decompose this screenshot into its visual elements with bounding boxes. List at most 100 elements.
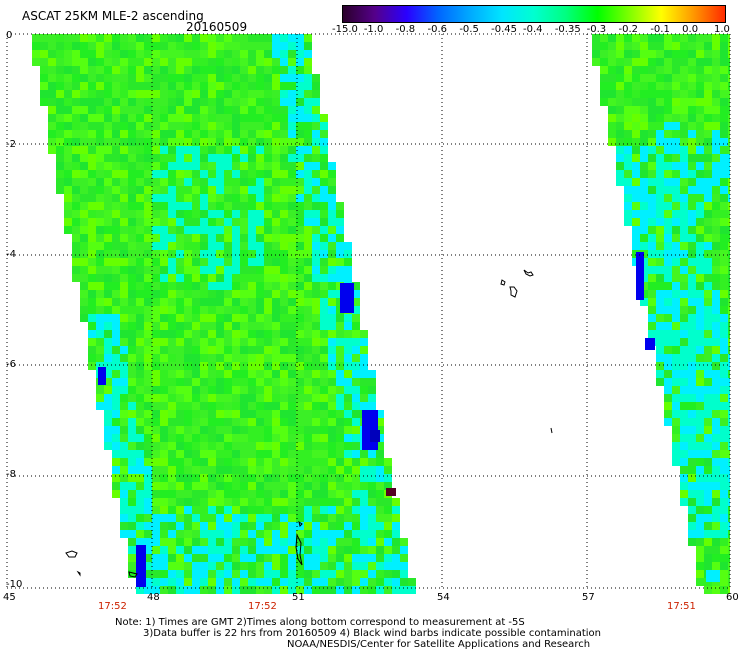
swath-cell <box>208 458 216 466</box>
swath-cell <box>168 138 176 146</box>
swath-cell <box>704 458 712 466</box>
swath-cell <box>240 562 248 570</box>
swath-cell <box>648 66 656 74</box>
swath-cell <box>72 122 80 130</box>
swath-cell <box>728 338 730 346</box>
swath-cell <box>168 370 176 378</box>
swath-cell <box>200 210 208 218</box>
swath-cell <box>248 98 256 106</box>
swath-cell <box>168 482 176 490</box>
swath-cell <box>712 186 720 194</box>
swath-cell <box>664 154 672 162</box>
swath-cell <box>160 58 168 66</box>
swath-cell <box>40 82 48 90</box>
swath-cell <box>200 418 208 426</box>
swath-cell <box>336 554 344 562</box>
swath-cell <box>128 554 136 562</box>
swath-cell <box>328 378 336 386</box>
swath-cell <box>152 162 160 170</box>
swath-cell <box>152 82 160 90</box>
swath-cell <box>352 378 360 386</box>
swath-cell <box>88 322 96 330</box>
swath-cell <box>640 138 648 146</box>
swath-cell <box>648 282 656 290</box>
swath-cell <box>192 522 200 530</box>
swath-cell <box>256 138 264 146</box>
swath-cell <box>248 410 256 418</box>
swath-cell <box>328 498 336 506</box>
swath-cell <box>344 362 352 370</box>
swath-cell <box>312 234 320 242</box>
swath-cell <box>248 450 256 458</box>
swath-cell <box>320 170 328 178</box>
swath-cell <box>672 82 680 90</box>
swath-cell <box>320 298 328 306</box>
swath-cell <box>248 378 256 386</box>
swath-cell <box>648 114 656 122</box>
swath-cell <box>288 202 296 210</box>
swath-cell <box>688 34 696 42</box>
swath-cell <box>304 346 312 354</box>
swath-cell <box>168 178 176 186</box>
swath-cell <box>248 210 256 218</box>
swath-cell <box>112 218 120 226</box>
swath-cell <box>360 402 368 410</box>
swath-cell <box>672 306 680 314</box>
swath-cell <box>640 242 648 250</box>
swath-cell <box>80 298 88 306</box>
swath-cell <box>672 290 680 298</box>
swath-cell <box>144 74 152 82</box>
swath-cell <box>248 386 256 394</box>
swath-cell <box>624 146 632 154</box>
swath-cell <box>312 546 320 554</box>
swath-cell <box>368 546 376 554</box>
swath-cell <box>280 210 288 218</box>
swath-cell <box>728 34 730 42</box>
swath-cell <box>144 106 152 114</box>
swath-cell <box>696 426 704 434</box>
swath-cell <box>312 138 320 146</box>
swath-cell <box>104 114 112 122</box>
swath-cell <box>232 274 240 282</box>
swath-cell <box>656 146 664 154</box>
swath-cell <box>136 186 144 194</box>
swath-cell <box>232 298 240 306</box>
swath-cell <box>184 490 192 498</box>
swath-cell <box>176 410 184 418</box>
swath-cell <box>208 530 216 538</box>
swath-cell <box>248 298 256 306</box>
swath-cell <box>672 90 680 98</box>
swath-cell <box>128 194 136 202</box>
swath-cell <box>720 330 728 338</box>
swath-cell <box>128 354 136 362</box>
swath-cell <box>704 338 712 346</box>
swath-cell <box>160 146 168 154</box>
swath-cell <box>336 378 344 386</box>
swath-cell <box>144 170 152 178</box>
swath-cell <box>320 466 328 474</box>
swath-cell <box>216 330 224 338</box>
swath-cell <box>104 82 112 90</box>
swath-cell <box>256 410 264 418</box>
swath-cell <box>296 266 304 274</box>
swath-cell <box>256 354 264 362</box>
swath-cell <box>328 330 336 338</box>
swath-cell <box>224 170 232 178</box>
swath-cell <box>200 50 208 58</box>
swath-cell <box>392 498 400 506</box>
swath-cell <box>720 586 728 594</box>
swath-cell <box>136 482 144 490</box>
swath-cell <box>712 298 720 306</box>
swath-cell <box>608 138 616 146</box>
swath-cell <box>648 130 656 138</box>
swath-cell <box>320 322 328 330</box>
swath-cell <box>104 146 112 154</box>
swath-cell <box>72 170 80 178</box>
swath-cell <box>712 586 720 594</box>
swath-cell <box>216 498 224 506</box>
swath-cell <box>144 394 152 402</box>
swath-cell <box>232 82 240 90</box>
swath-cell <box>712 410 720 418</box>
swath-cell <box>336 394 344 402</box>
swath-cell <box>312 482 320 490</box>
